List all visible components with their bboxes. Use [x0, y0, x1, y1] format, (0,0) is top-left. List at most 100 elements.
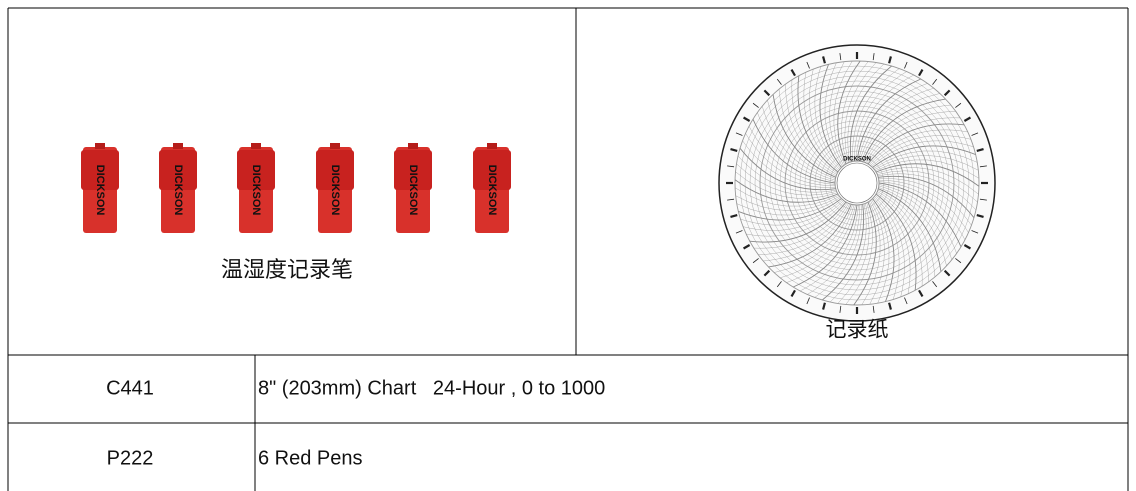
disc-time-arc — [739, 148, 836, 190]
disc-time-arc — [863, 104, 951, 163]
pen-tip — [173, 143, 183, 149]
disc-tick — [763, 269, 771, 277]
disc-time-arc — [867, 123, 965, 165]
disc-time-arc — [772, 94, 836, 178]
disc-time-arc — [861, 93, 940, 162]
disc-time-arc — [791, 79, 838, 174]
disc-time-arc — [734, 179, 839, 203]
disc-time-arc — [869, 200, 885, 305]
disc-tick — [752, 258, 759, 264]
disc-tick — [904, 297, 908, 305]
disc-time-arc — [745, 133, 836, 187]
disc-ring — [774, 100, 940, 266]
disc-tick — [918, 289, 924, 297]
disc-time-arc — [752, 119, 836, 184]
pen-brand: DICKSON — [486, 165, 498, 216]
disc-tick — [790, 289, 796, 297]
disc-time-arc — [844, 62, 877, 163]
disc-tick — [904, 61, 908, 69]
disc-time-arc — [878, 184, 957, 254]
disc-time-arc — [876, 167, 979, 195]
disc-time-arc — [737, 155, 837, 193]
pen-brand: DICKSON — [94, 165, 106, 216]
part-number: P222 — [107, 447, 154, 469]
pen-cap — [237, 150, 275, 190]
disc-tick — [776, 281, 782, 288]
pen-tip — [251, 143, 261, 149]
disc-tick — [872, 305, 875, 313]
disc-time-arc — [850, 65, 892, 162]
disc-time-arc — [866, 117, 961, 164]
disc-ring — [779, 105, 935, 261]
disc-tick — [888, 56, 892, 64]
disc-time-arc — [800, 204, 859, 292]
disc-time-arc — [829, 61, 845, 166]
disc-time-arc — [877, 170, 978, 203]
disc-tick — [872, 53, 875, 61]
disc-time-arc — [855, 74, 914, 162]
disc-time-arc — [833, 60, 853, 165]
disc-time-arc — [738, 198, 842, 221]
disc-time-arc — [743, 200, 844, 231]
disc-ring — [754, 80, 960, 286]
disc-ring — [829, 155, 885, 211]
disc-time-arc — [856, 78, 921, 162]
pen-brand: DICKSON — [329, 165, 341, 216]
disc-time-arc — [757, 112, 836, 182]
disc-ring — [759, 85, 955, 281]
disc-time-arc — [859, 88, 934, 162]
disc-tick — [752, 102, 759, 108]
pen-cap — [316, 150, 354, 190]
disc-tick — [888, 302, 892, 310]
disc-time-arc — [785, 84, 837, 175]
pen-images: DICKSON DICKSON DICKSON DICKSON DICKSON DICKS… — [81, 143, 511, 233]
pen-cap — [81, 150, 119, 190]
disc-time-arc — [876, 192, 923, 287]
disc-time-arc — [768, 204, 852, 268]
disc-time-arc — [875, 193, 917, 291]
disc-ring — [824, 150, 890, 216]
disc-ring — [794, 120, 920, 246]
disc-time-arc — [758, 203, 849, 255]
disc-time-arc — [878, 187, 947, 266]
disc-tick — [776, 78, 782, 85]
disc-tick — [976, 214, 984, 218]
disc-tick — [932, 281, 938, 288]
chart-paper-caption: 记录纸 — [826, 319, 889, 342]
disc-time-arc — [878, 182, 962, 247]
disc-time-arc — [753, 202, 848, 249]
disc-time-arc — [878, 188, 942, 272]
disc-time-arc — [874, 196, 905, 297]
disc-tick — [971, 230, 979, 234]
disc-tick — [976, 148, 984, 152]
disc-time-arc — [877, 191, 929, 282]
disc-tick — [979, 165, 987, 168]
chart-paper-brand: DICKSON — [843, 157, 871, 163]
disc-time-arc — [746, 201, 845, 237]
disc-time-arc — [780, 204, 855, 278]
disc-time-arc — [870, 135, 971, 166]
disc-time-arc — [762, 106, 836, 181]
disc-time-arc — [814, 66, 841, 169]
disc-ring — [764, 90, 950, 276]
disc-tick — [932, 78, 938, 85]
disc-tick — [839, 305, 842, 313]
disc-ring — [749, 75, 965, 291]
disc-time-arc — [877, 189, 936, 277]
disc-tick — [730, 214, 738, 218]
disc-tick — [743, 116, 751, 122]
disc-time-arc — [749, 201, 847, 243]
disc-time-arc — [819, 64, 842, 168]
disc-ring — [744, 70, 970, 296]
disc-time-arc — [865, 111, 956, 163]
disc-time-arc — [878, 176, 975, 218]
disc-time-arc — [809, 69, 840, 170]
disc-time-arc — [778, 89, 837, 177]
disc-tick — [727, 198, 735, 201]
disc-ring — [799, 125, 915, 241]
pen-brand: DICKSON — [172, 165, 184, 216]
disc-ring — [804, 130, 910, 236]
pens-caption: 温湿度记录笔 — [221, 257, 353, 282]
disc-ring — [789, 115, 925, 251]
disc-time-arc — [871, 199, 890, 304]
